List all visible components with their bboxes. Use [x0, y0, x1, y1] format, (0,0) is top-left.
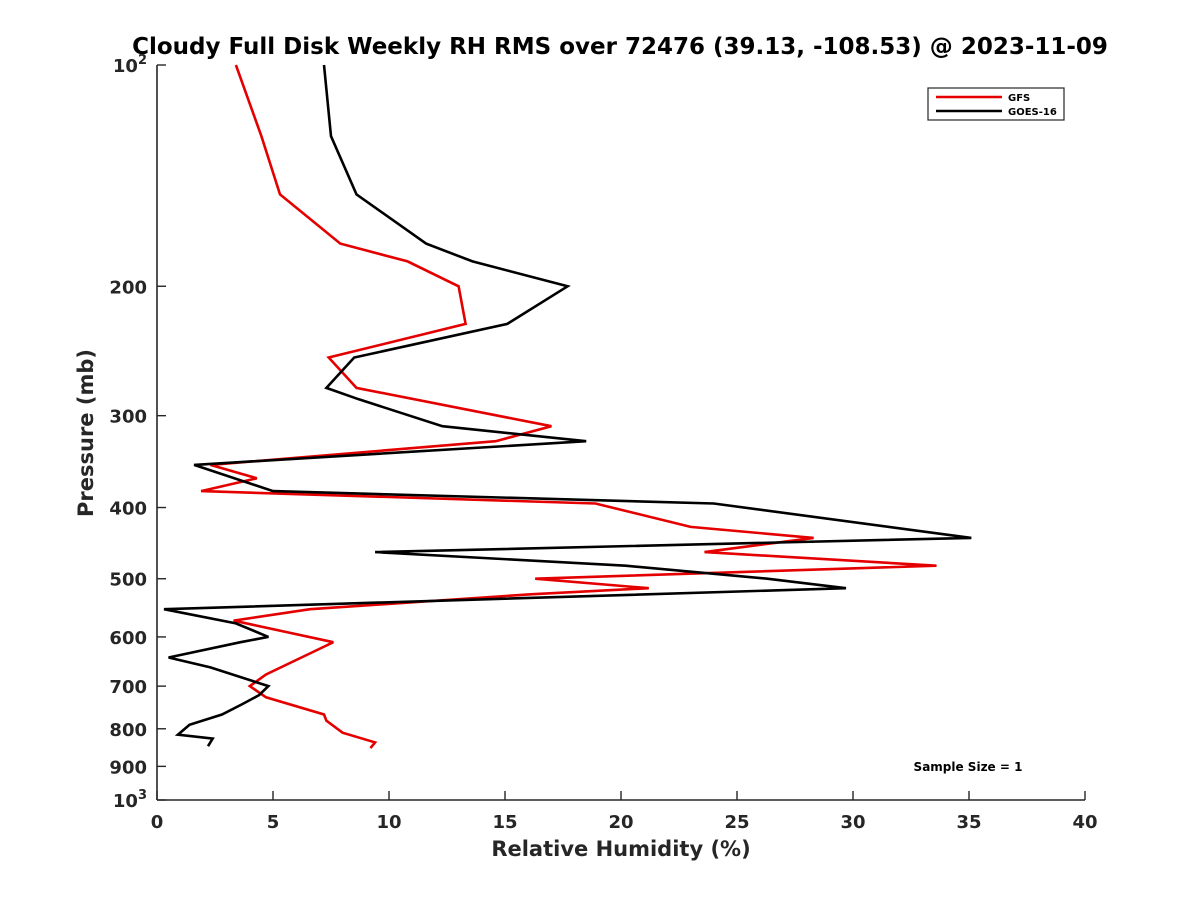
x-tick-label: 10 — [376, 812, 401, 833]
x-axis-label: Relative Humidity (%) — [491, 837, 750, 861]
series-line-goes16 — [163, 64, 972, 747]
x-tick-label: 25 — [724, 812, 749, 833]
y-tick-label: 200 — [109, 277, 147, 298]
legend-label-gfs: GFS — [1008, 93, 1030, 104]
y-tick-label: 800 — [109, 720, 147, 741]
x-tick-label: 20 — [608, 812, 633, 833]
legend-box — [927, 87, 1065, 121]
x-tick-label: 5 — [267, 812, 280, 833]
y-axis-label: Pressure (mb) — [74, 349, 98, 517]
y-tick-label: 400 — [109, 499, 147, 520]
x-tick-label: 15 — [492, 812, 517, 833]
y-tick-label: 300 — [109, 407, 147, 428]
y-tick-label: 700 — [109, 677, 147, 698]
x-tick-label: 30 — [840, 812, 865, 833]
legend-label-goes16: GOES-16 — [1008, 107, 1057, 118]
x-tick-label: 0 — [151, 812, 164, 833]
y-tick-label: 103 — [113, 788, 147, 812]
y-tick-label: 600 — [109, 628, 147, 649]
x-axis-ticks: 0 5 10 15 20 25 30 35 40 — [151, 791, 1098, 833]
x-tick-label: 35 — [956, 812, 981, 833]
y-tick-label: 102 — [113, 53, 147, 77]
legend: GFS GOES-16 — [927, 87, 1065, 121]
y-tick-label: 900 — [109, 757, 147, 778]
x-tick-label: 40 — [1072, 812, 1097, 833]
chart-title: Cloudy Full Disk Weekly RH RMS over 7247… — [132, 34, 1108, 60]
y-axis-ticks: 102 200 300 400 500 600 700 800 900 103 — [109, 53, 166, 812]
series-line-gfs — [200, 64, 937, 749]
sample-size-annotation: Sample Size = 1 — [914, 760, 1023, 774]
series-group — [163, 64, 972, 749]
y-tick-label: 500 — [109, 570, 147, 591]
